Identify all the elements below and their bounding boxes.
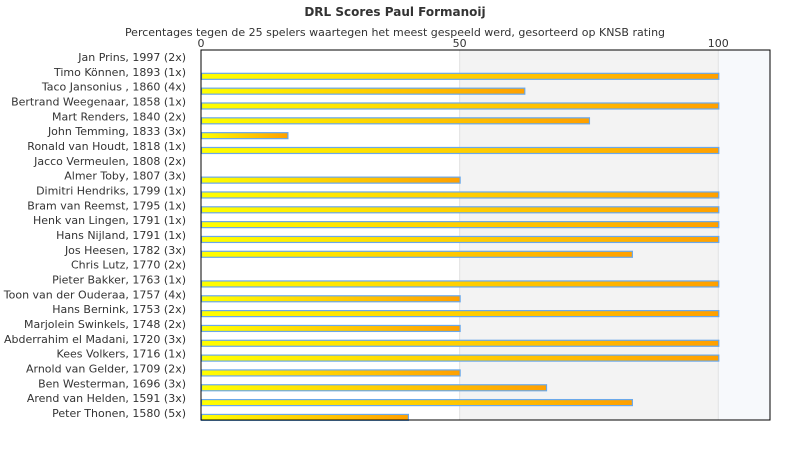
category-label: Chris Lutz, 1770 (2x) xyxy=(71,259,186,272)
category-label: Jan Prins, 1997 (2x) xyxy=(77,51,186,64)
bar xyxy=(200,117,591,125)
category-label: Marjolein Swinkels, 1748 (2x) xyxy=(24,318,186,331)
bar xyxy=(200,398,633,407)
category-label: Jacco Vermeulen, 1808 (2x) xyxy=(33,155,186,168)
bar xyxy=(200,221,720,229)
category-label: Bram van Reemst, 1795 (1x) xyxy=(27,199,186,212)
plot-frame xyxy=(200,49,771,421)
category-label: Mart Renders, 1840 (2x) xyxy=(52,110,186,123)
category-label: Almer Toby, 1807 (3x) xyxy=(64,170,186,183)
x-tick-label: 50 xyxy=(453,37,467,50)
category-label: Arend van Helden, 1591 (3x) xyxy=(27,392,186,405)
bar xyxy=(200,235,720,244)
category-label: Arnold van Gelder, 1709 (2x) xyxy=(26,362,186,375)
bar xyxy=(200,191,720,199)
category-label: Toon van der Ouderaa, 1757 (4x) xyxy=(3,288,186,301)
category-label: Abderrahim el Madani, 1720 (3x) xyxy=(4,333,186,346)
category-label: Peter Thonen, 1580 (5x) xyxy=(52,407,186,420)
band-100-plus xyxy=(718,50,770,420)
category-label: Kees Volkers, 1716 (1x) xyxy=(57,348,186,361)
bar xyxy=(200,132,289,140)
category-label: Dimitri Hendriks, 1799 (1x) xyxy=(36,184,186,197)
chart-title: DRL Scores Paul Formanoij xyxy=(304,5,485,19)
category-label: John Temming, 1833 (3x) xyxy=(47,125,186,138)
category-label: Pieter Bakker, 1763 (1x) xyxy=(52,273,186,286)
bar xyxy=(200,354,720,362)
x-tick-label: 0 xyxy=(198,37,205,50)
bar xyxy=(200,339,720,347)
category-label: Ronald van Houdt, 1818 (1x) xyxy=(27,140,186,153)
bar xyxy=(200,384,548,392)
category-label: Timo Können, 1893 (1x) xyxy=(53,66,186,79)
x-tick-label: 100 xyxy=(708,37,729,50)
bar xyxy=(200,295,461,303)
chart-subtitle: Percentages tegen de 25 spelers waartege… xyxy=(125,26,665,39)
bar xyxy=(200,176,461,184)
bar xyxy=(200,250,633,258)
category-label: Jos Heesen, 1782 (3x) xyxy=(64,244,186,257)
bar xyxy=(200,72,720,80)
category-label: Hans Bernink, 1753 (2x) xyxy=(52,303,186,316)
category-label: Ben Westerman, 1696 (3x) xyxy=(38,377,186,390)
bar xyxy=(200,102,720,110)
category-label: Bertrand Weegenaar, 1858 (1x) xyxy=(11,95,186,108)
bar xyxy=(200,280,720,288)
bar xyxy=(200,206,720,214)
bar xyxy=(200,369,461,377)
bar xyxy=(200,87,526,95)
bar xyxy=(200,324,461,333)
category-label: Henk van Lingen, 1791 (1x) xyxy=(33,214,186,227)
bar xyxy=(200,146,720,155)
category-label: Hans Nijland, 1791 (1x) xyxy=(56,229,186,242)
bar xyxy=(200,310,720,318)
category-label: Taco Jansonius , 1860 (4x) xyxy=(41,81,186,94)
